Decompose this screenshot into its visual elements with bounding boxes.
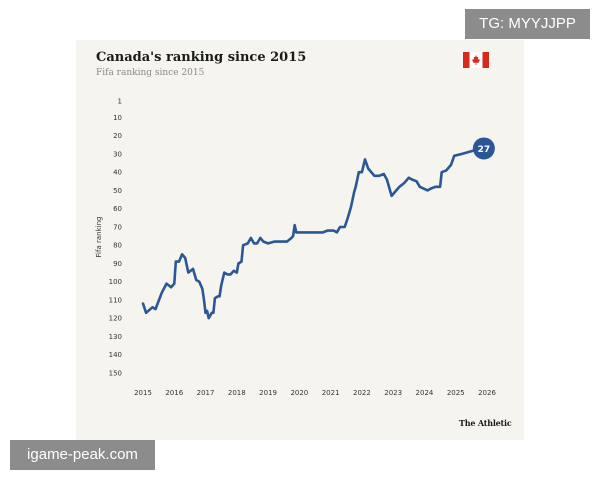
x-tick-label: 2025 (447, 389, 465, 397)
x-tick-label: 2023 (384, 389, 402, 397)
x-tick-label: 2019 (259, 389, 277, 397)
chart-subtitle: Fifa ranking since 2015 (96, 68, 205, 78)
x-tick-label: 2022 (353, 389, 371, 397)
watermark-badge-top: TG: MYYJJPP (465, 9, 590, 39)
y-tick-label: 100 (109, 278, 122, 286)
y-tick-label: 150 (109, 370, 122, 378)
y-axis-label: Fifa ranking (95, 217, 103, 258)
end-value-marker (472, 137, 495, 160)
y-tick-label: 40 (113, 169, 122, 177)
y-tick-label: 60 (113, 205, 122, 213)
x-tick-label: 2020 (290, 389, 308, 397)
y-tick-label: 10 (113, 114, 122, 122)
y-tick-label: 70 (113, 223, 122, 231)
end-value-label: 27 (478, 145, 491, 155)
brand-logo: The Athletic (459, 418, 512, 428)
y-tick-label: 120 (109, 315, 122, 323)
series-line (141, 147, 479, 320)
y-tick-label: 110 (109, 296, 122, 304)
x-tick-label: 2021 (322, 389, 340, 397)
y-tick-label: 140 (109, 351, 122, 359)
canada-flag-icon (463, 52, 489, 68)
x-tick-label: 2016 (165, 389, 183, 397)
y-tick-label: 50 (113, 187, 122, 195)
y-tick-label: 130 (109, 333, 122, 341)
x-tick-label: 2024 (416, 389, 434, 397)
chart-title: Canada's ranking since 2015 (96, 50, 307, 65)
x-tick-label: 2018 (228, 389, 246, 397)
y-tick-label: 20 (113, 132, 122, 140)
y-tick-label: 80 (113, 242, 122, 250)
x-tick-label: 2017 (197, 389, 215, 397)
y-tick-label: 1 (118, 98, 122, 106)
chart-card (76, 40, 524, 440)
watermark-badge-bottom: igame-peak.com (10, 440, 155, 470)
x-tick-label: 2015 (134, 389, 152, 397)
x-tick-label: 2026 (478, 389, 496, 397)
y-tick-label: 90 (113, 260, 122, 268)
y-tick-label: 30 (113, 150, 122, 158)
